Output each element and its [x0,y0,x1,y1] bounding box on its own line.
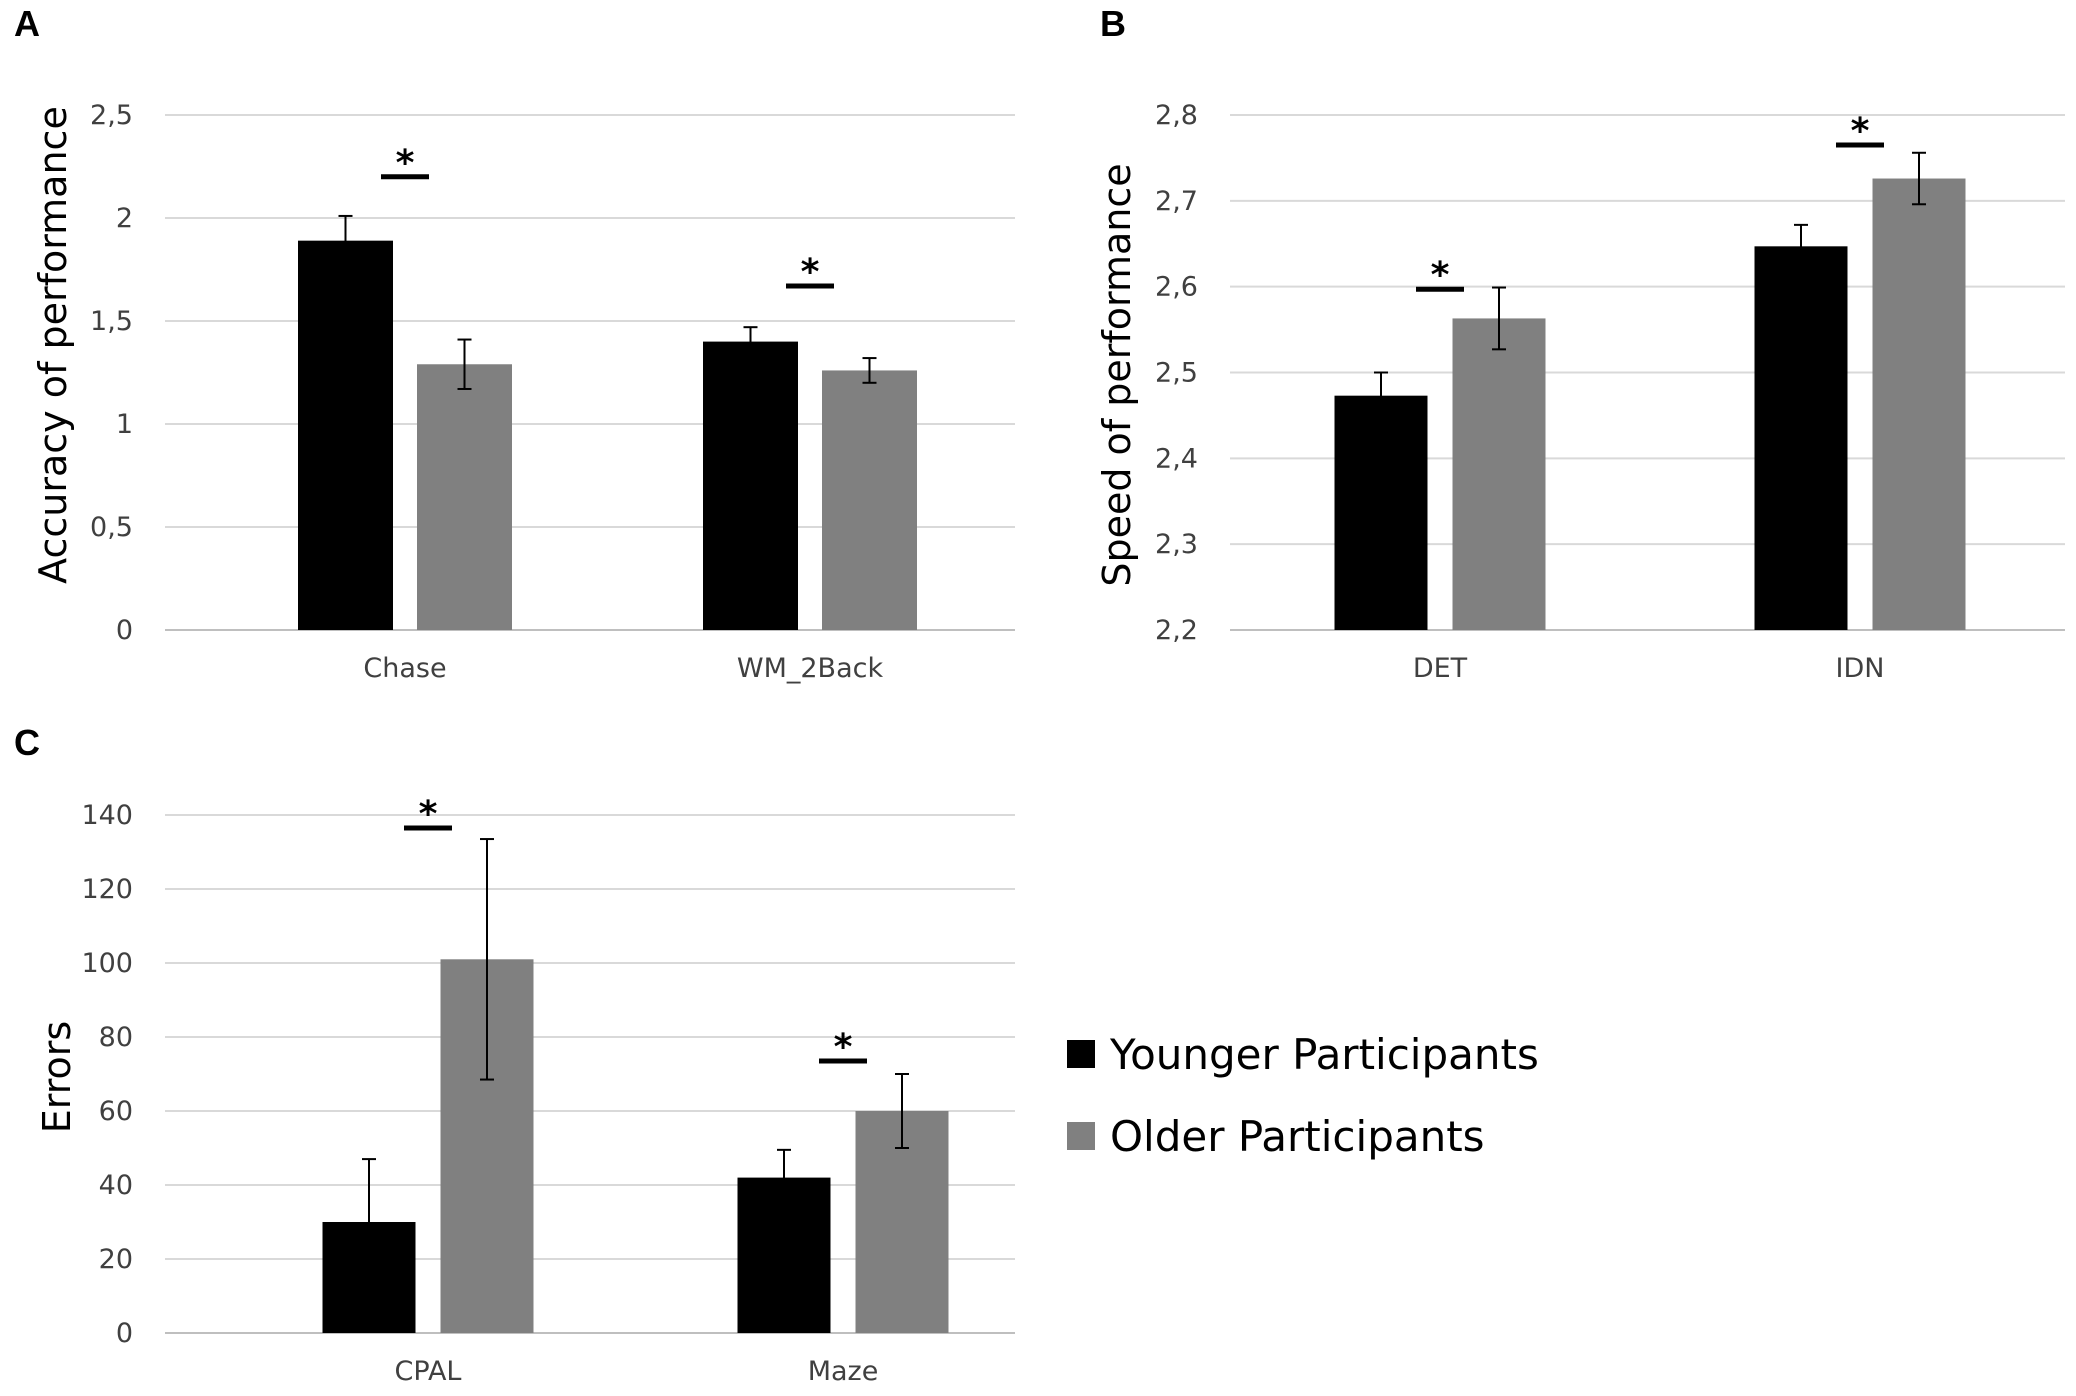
legend-swatch-younger [1067,1040,1095,1068]
x-tick-label: CPAL [395,1356,462,1387]
y-tick-label: 2,7 [1155,186,1198,217]
y-tick-label: 0 [116,615,133,646]
significance-star: * [1851,111,1870,152]
y-tick-label: 140 [81,800,133,831]
y-axis-label-c: Errors [35,1021,79,1133]
bars-c: ** [322,794,949,1333]
y-axis-label-a: Accuracy of performance [31,106,75,584]
bar-older-chase [417,364,512,630]
significance-star: * [396,143,415,184]
y-tick-label: 1,5 [90,306,133,337]
significance-star: * [1431,255,1450,296]
y-tick-label: 2,5 [90,100,133,131]
legend-label-younger: Younger Participants [1109,1030,1539,1079]
y-tick-label: 2,5 [1155,358,1198,389]
panel-letter-a: A [14,3,40,44]
bar-younger-det [1334,395,1428,630]
bar-older-wm_2back [822,370,917,630]
significance-star: * [834,1027,853,1068]
x-tick-label: Chase [363,653,446,684]
y-tick-label: 2,3 [1155,529,1198,560]
panel-a: A Accuracy of performance 0 0,5 1 1,5 2 2,5 *… [14,3,1015,684]
panel-letter-c: C [14,722,40,763]
y-tick-label: 2 [116,203,133,234]
bar-older-idn [1872,178,1966,630]
y-tick-label: 120 [81,874,133,905]
y-ticks-b: 2,2 2,3 2,4 2,5 2,6 2,7 2,8 [1155,100,1198,646]
bars-b: ** [1334,111,1966,630]
significance-star: * [801,252,820,293]
y-tick-label: 2,8 [1155,100,1198,131]
y-tick-label: 0,5 [90,512,133,543]
significance-star: * [419,794,438,835]
y-tick-label: 0 [116,1318,133,1349]
bars-a: ** [298,143,917,630]
x-ticks-a: Chase WM_2Back [363,653,883,684]
bar-younger-wm_2back [703,341,798,630]
x-tick-label: WM_2Back [737,653,884,684]
legend: Younger Participants Older Participants [1067,1030,1539,1161]
x-tick-label: IDN [1836,653,1885,684]
x-ticks-c: CPAL Maze [395,1356,879,1387]
y-ticks-a: 0 0,5 1 1,5 2 2,5 [90,100,133,646]
panel-letter-b: B [1100,3,1126,44]
y-tick-label: 100 [81,948,133,979]
legend-label-older: Older Participants [1110,1112,1485,1161]
bar-older-det [1452,318,1546,630]
y-tick-label: 1 [116,409,133,440]
y-tick-label: 2,4 [1155,443,1198,474]
x-ticks-b: DET IDN [1413,653,1885,684]
legend-swatch-older [1067,1122,1095,1150]
panel-b: B Speed of performance 2,22,32,42,52,62,… [1095,3,2065,684]
y-tick-label: 2,6 [1155,272,1198,303]
y-tick-label: 2,2 [1155,615,1198,646]
y-tick-label: 80 [99,1022,133,1053]
y-axis-label-b: Speed of performance [1095,163,1139,586]
x-tick-label: DET [1413,653,1468,684]
y-tick-label: 60 [99,1096,133,1127]
y-tick-label: 40 [99,1170,133,1201]
y-tick-label: 20 [99,1244,133,1275]
x-tick-label: Maze [808,1356,879,1387]
bar-younger-idn [1754,246,1848,630]
y-ticks-c: 0 20 40 60 80 100 120 140 [81,800,133,1349]
bar-younger-chase [298,240,393,630]
